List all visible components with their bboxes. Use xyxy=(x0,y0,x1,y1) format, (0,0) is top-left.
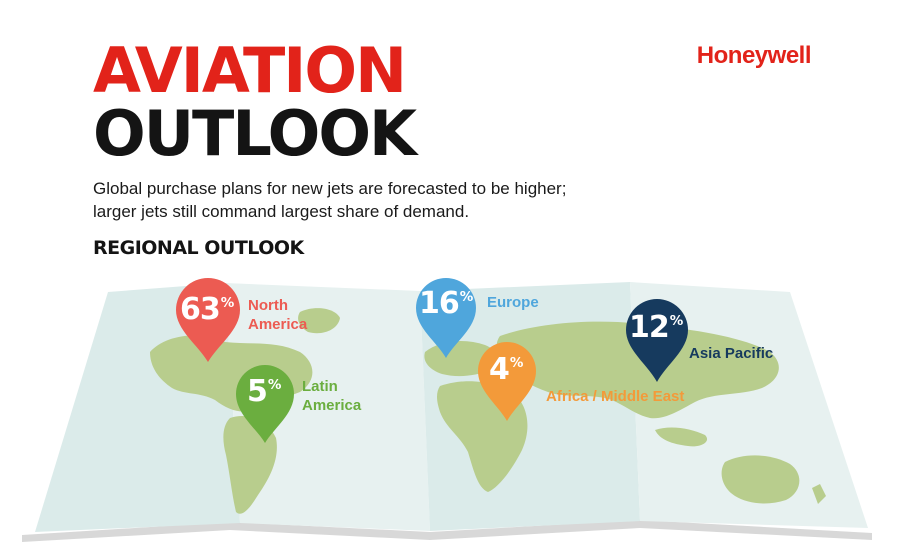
pin-north-america xyxy=(176,278,240,362)
latin-america-value: 5% xyxy=(247,374,282,409)
africa-middle-east-label: Africa / Middle East xyxy=(546,388,685,405)
africa-middle-east-value: 4% xyxy=(489,352,524,387)
subtitle: Global purchase plans for new jets are f… xyxy=(93,177,693,223)
subtitle-line-2: larger jets still command largest share … xyxy=(93,202,470,221)
north-america-value: 63% xyxy=(180,292,235,327)
asia-land xyxy=(496,321,779,419)
latin-america-label: Latin America xyxy=(302,378,362,414)
subtitle-line-1: Global purchase plans for new jets are f… xyxy=(93,179,567,198)
asia-pacific-label: Asia Pacific xyxy=(689,345,774,362)
europe-value: 16% xyxy=(419,286,474,321)
map-shadow xyxy=(22,520,872,542)
north-america-label: North America xyxy=(248,297,308,333)
pin-asia-pacific xyxy=(626,299,688,382)
honeywell-logo: Honeywell xyxy=(696,42,812,69)
indonesia-land xyxy=(655,427,708,447)
continents xyxy=(150,308,826,514)
title-outlook: OUTLOOK xyxy=(93,97,417,170)
title-aviation: AVIATION xyxy=(93,34,407,107)
regional-outlook-heading: REGIONAL OUTLOOK xyxy=(93,237,304,259)
pin-europe xyxy=(416,278,476,358)
new-zealand-land xyxy=(812,484,826,504)
asia-pacific-value: 12% xyxy=(629,310,684,345)
europe-label: Europe xyxy=(487,294,539,311)
pin-latin-america xyxy=(236,365,294,443)
greenland-land xyxy=(298,308,340,334)
pin-africa-middle-east xyxy=(478,342,536,421)
australia-land xyxy=(721,455,800,504)
